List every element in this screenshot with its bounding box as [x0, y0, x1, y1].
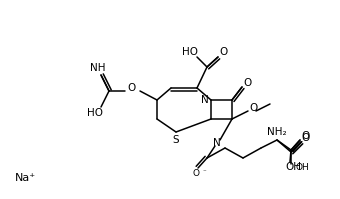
Text: OH: OH — [295, 164, 309, 173]
Text: OH: OH — [285, 162, 301, 172]
Text: O: O — [301, 131, 309, 141]
Text: N: N — [201, 95, 209, 105]
Text: NH: NH — [90, 63, 106, 73]
Text: O: O — [219, 47, 227, 57]
Text: HO: HO — [182, 47, 198, 57]
Text: S: S — [173, 135, 179, 145]
Text: N: N — [213, 138, 221, 148]
Text: O: O — [128, 83, 136, 93]
Text: HO: HO — [87, 108, 103, 118]
Text: O: O — [249, 103, 257, 113]
Text: ⁻: ⁻ — [202, 169, 206, 175]
Text: O: O — [302, 133, 310, 143]
Text: O: O — [192, 170, 200, 179]
Text: O: O — [243, 78, 251, 88]
Text: Na⁺: Na⁺ — [14, 173, 36, 183]
Text: NH₂: NH₂ — [267, 127, 287, 137]
